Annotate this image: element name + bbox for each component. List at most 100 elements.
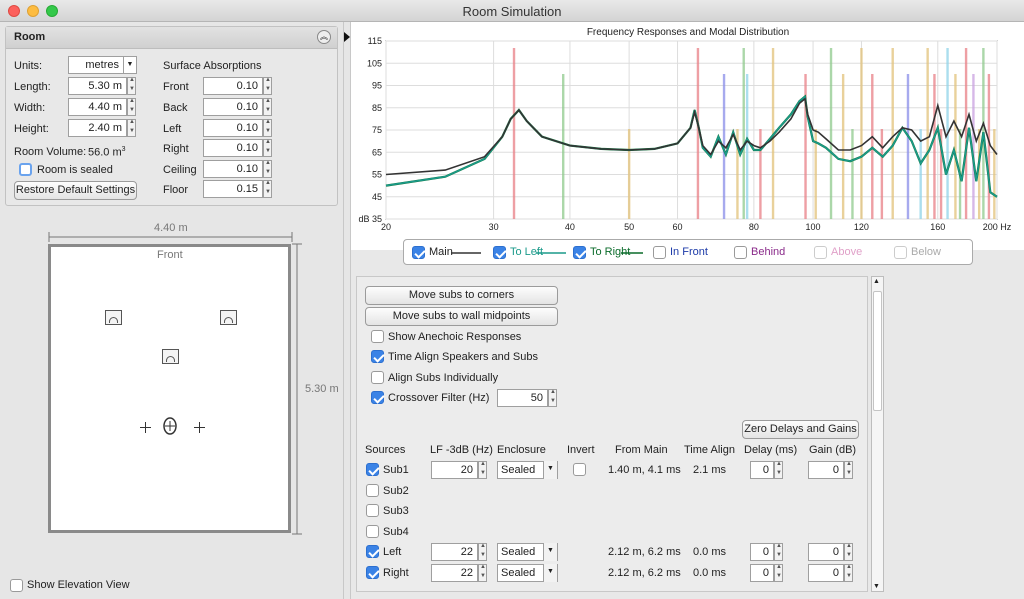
header-invert: Invert [567, 444, 595, 456]
left-enclosure-select[interactable]: Sealed ▼ [497, 543, 558, 561]
surface-right-field[interactable]: 0.10 [203, 139, 263, 157]
sub1-gain-field[interactable]: 0 [808, 461, 844, 479]
header-lf-3db: LF -3dB (Hz) [430, 444, 493, 456]
surface-left-field[interactable]: 0.10 [203, 119, 263, 137]
crossover-filter-stepper[interactable] [548, 389, 557, 407]
chevron-down-icon[interactable]: ▼ [543, 543, 557, 561]
zoom-window-button[interactable] [46, 5, 58, 17]
crossover-filter-field[interactable]: 50 [497, 389, 548, 407]
time-align-checkbox[interactable] [371, 350, 384, 363]
scroll-up-icon[interactable]: ▲ [873, 278, 880, 285]
length-field[interactable]: 5.30 m [68, 77, 127, 95]
units-select[interactable]: metres [68, 56, 124, 74]
sub1-gain-stepper[interactable] [844, 461, 853, 479]
right-time-align: 0.0 ms [693, 567, 727, 579]
elevation-view-checkbox[interactable] [10, 579, 23, 592]
move-subs-midpoints-button[interactable]: Move subs to wall midpoints [365, 307, 558, 326]
surface-front-stepper[interactable] [263, 77, 272, 95]
right-delay-field[interactable]: 0 [750, 564, 774, 582]
legend-above-checkbox[interactable] [814, 246, 827, 259]
right-speaker-icon[interactable] [220, 310, 237, 325]
sub1-invert-checkbox[interactable] [573, 463, 586, 476]
sub1-enclosure-select[interactable]: Sealed ▼ [497, 461, 558, 479]
header-enclosure: Enclosure [497, 444, 546, 456]
subwoofer-icon[interactable] [162, 349, 179, 364]
left-source-checkbox[interactable] [366, 545, 379, 558]
legend-in-front-checkbox[interactable] [653, 246, 666, 259]
surface-back-stepper[interactable] [263, 98, 272, 116]
surface-ceiling-stepper[interactable] [263, 160, 272, 178]
right-enclosure-select[interactable]: Sealed ▼ [497, 564, 558, 582]
left-lf-field[interactable]: 22 [431, 543, 478, 561]
align-subs-individually-checkbox[interactable] [371, 371, 384, 384]
y-tick-label: 105 [367, 58, 382, 68]
height-field[interactable]: 2.40 m [68, 119, 127, 137]
left-gain-field[interactable]: 0 [808, 543, 844, 561]
scrollbar-thumb[interactable] [873, 291, 882, 411]
chevron-down-icon[interactable]: ▼ [123, 56, 137, 74]
chevron-down-icon[interactable]: ▼ [543, 564, 557, 582]
left-delay-field[interactable]: 0 [750, 543, 774, 561]
legend-to-right-checkbox[interactable] [573, 246, 586, 259]
room-panel-header[interactable]: Room ︽ [6, 27, 337, 49]
surface-right-stepper[interactable] [263, 139, 272, 157]
window-title: Room Simulation [462, 4, 562, 19]
controls-scrollbar[interactable]: ▲ ▼ [871, 276, 884, 592]
room-plan-view[interactable]: Front [48, 244, 291, 533]
surface-back-field[interactable]: 0.10 [203, 98, 263, 116]
show-anechoic-checkbox[interactable] [371, 330, 384, 343]
move-subs-corners-button[interactable]: Move subs to corners [365, 286, 558, 305]
legend-below-checkbox[interactable] [894, 246, 907, 259]
mode-bar [696, 48, 700, 219]
sub1-lf-field[interactable]: 20 [431, 461, 478, 479]
left-gain-stepper[interactable] [844, 543, 853, 561]
sub3-checkbox[interactable] [366, 504, 379, 517]
sub1-lf-stepper[interactable] [478, 461, 487, 479]
restore-defaults-button[interactable]: Restore Default Settings [14, 181, 137, 200]
sub4-checkbox[interactable] [366, 525, 379, 538]
sub2-checkbox[interactable] [366, 484, 379, 497]
right-gain-field[interactable]: 0 [808, 564, 844, 582]
right-source-label: Right [383, 567, 409, 579]
left-speaker-icon[interactable] [105, 310, 122, 325]
crossover-filter-checkbox[interactable] [371, 391, 384, 404]
minimize-window-button[interactable] [27, 5, 39, 17]
room-sealed-checkbox[interactable] [19, 163, 32, 176]
main-listener-icon[interactable] [160, 415, 180, 437]
mode-bar [939, 129, 943, 219]
collapse-arrow-icon[interactable] [344, 32, 350, 42]
collapse-chevron-icon[interactable]: ︽ [317, 30, 331, 44]
zero-delays-gains-button[interactable]: Zero Delays and Gains [742, 420, 859, 439]
scroll-down-icon[interactable]: ▼ [873, 583, 880, 590]
series-line-main [385, 97, 998, 176]
height-label: Height: [14, 123, 49, 135]
surface-left-stepper[interactable] [263, 119, 272, 137]
width-field[interactable]: 4.40 m [68, 98, 127, 116]
surface-ceiling-field[interactable]: 0.10 [203, 160, 263, 178]
surface-front-field[interactable]: 0.10 [203, 77, 263, 95]
right-lf-field[interactable]: 22 [431, 564, 478, 582]
sub1-checkbox[interactable] [366, 463, 379, 476]
left-delay-stepper[interactable] [774, 543, 783, 561]
height-stepper[interactable] [127, 119, 136, 137]
surface-floor-field[interactable]: 0.15 [203, 180, 263, 198]
right-source-checkbox[interactable] [366, 566, 379, 579]
sub1-delay-field[interactable]: 0 [750, 461, 774, 479]
close-window-button[interactable] [8, 5, 20, 17]
length-stepper[interactable] [127, 77, 136, 95]
right-gain-stepper[interactable] [844, 564, 853, 582]
legend-to-left-checkbox[interactable] [493, 246, 506, 259]
right-delay-stepper[interactable] [774, 564, 783, 582]
right-listener-crosshair-icon[interactable] [194, 422, 205, 433]
split-pane-divider[interactable] [343, 22, 351, 599]
left-listener-crosshair-icon[interactable] [140, 422, 151, 433]
mode-bar [993, 129, 996, 219]
surface-floor-stepper[interactable] [263, 180, 272, 198]
right-lf-stepper[interactable] [478, 564, 487, 582]
left-lf-stepper[interactable] [478, 543, 487, 561]
chevron-down-icon[interactable]: ▼ [543, 461, 557, 479]
legend-main-checkbox[interactable] [412, 246, 425, 259]
legend-behind-checkbox[interactable] [734, 246, 747, 259]
sub1-delay-stepper[interactable] [774, 461, 783, 479]
width-stepper[interactable] [127, 98, 136, 116]
